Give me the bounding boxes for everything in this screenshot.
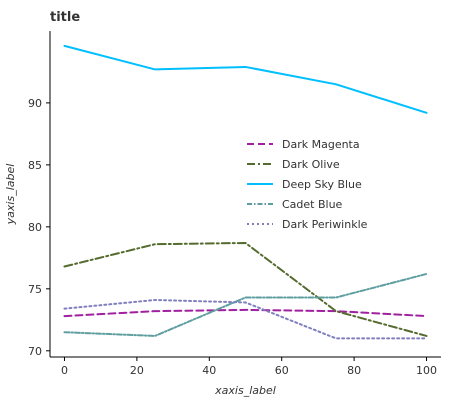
- legend-label-dark-magenta: Dark Magenta: [282, 138, 360, 151]
- series-line-dark-periwinkle: [63, 298, 428, 340]
- x-axis-title: xaxis_label: [214, 384, 276, 397]
- series-line-dark-olive: [63, 241, 428, 337]
- x-tick-label: 20: [130, 364, 144, 377]
- x-ticks: 0 20 40 60 80 100: [61, 357, 437, 377]
- x-tick-label: 100: [416, 364, 437, 377]
- series-line-dark-magenta: [63, 308, 428, 318]
- legend: Dark Magenta Dark Olive Deep Sky Blue Cadet…: [247, 138, 368, 231]
- legend-label-dark-olive: Dark Olive: [282, 158, 340, 171]
- series-line-cadet-blue: [63, 272, 428, 337]
- x-tick-label: 0: [61, 364, 68, 377]
- y-tick-label: 75: [28, 283, 42, 296]
- legend-label-dark-periwinkle: Dark Periwinkle: [282, 218, 368, 231]
- series-line-deep-sky-blue: [63, 44, 428, 114]
- x-tick-label: 40: [202, 364, 216, 377]
- legend-label-deep-sky-blue: Deep Sky Blue: [282, 178, 362, 191]
- legend-label-cadet-blue: Cadet Blue: [282, 198, 343, 211]
- y-tick-label: 80: [28, 221, 42, 234]
- x-tick-label: 60: [275, 364, 289, 377]
- y-tick-label: 85: [28, 159, 42, 172]
- y-ticks: 70 75 80 85 90: [28, 97, 50, 358]
- y-tick-label: 90: [28, 97, 42, 110]
- chart-title: title: [50, 10, 80, 25]
- y-axis-title: yaxis_label: [4, 164, 17, 226]
- y-tick-label: 70: [28, 345, 42, 358]
- x-tick-label: 80: [347, 364, 361, 377]
- series-group: [63, 44, 428, 340]
